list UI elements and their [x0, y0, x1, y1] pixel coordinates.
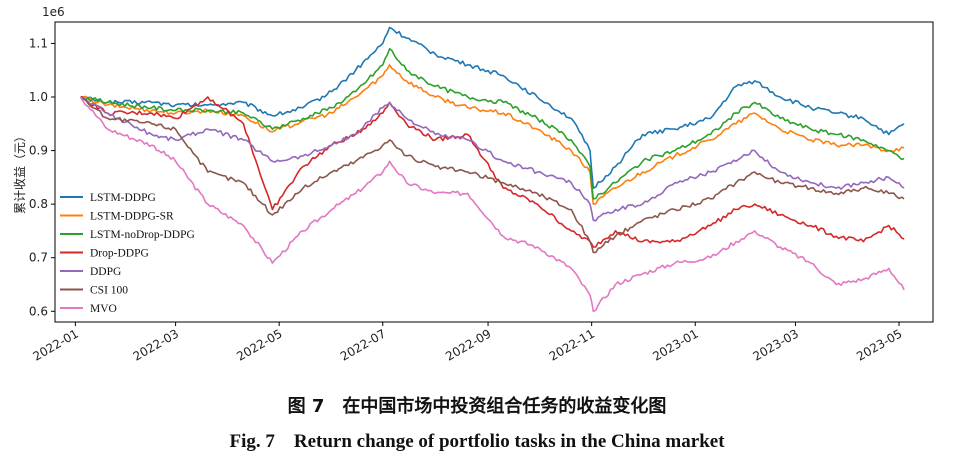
x-tick-label: 2022-07 [338, 326, 388, 363]
x-tick-label: 2022-05 [234, 326, 284, 363]
series-line [79, 96, 905, 254]
x-tick-label: 2022-09 [443, 326, 493, 363]
y-tick-label: 0.7 [29, 251, 48, 265]
axis-layer: 0.6 0.7 0.8 0.9 1.0 1.1 2022-01 2022-03 2022-05 2… [29, 36, 905, 363]
x-tick-label: 2023-05 [854, 326, 904, 363]
legend: LSTM-DDPG LSTM-DDPG-SR LSTM-noDrop-DDPG Dro… [60, 192, 195, 315]
y-axis-label: 累计收益（元） [13, 130, 27, 214]
x-tick-label: 2023-03 [751, 326, 801, 363]
y-tick-label: 0.8 [29, 197, 48, 211]
y-tick-label: 1.1 [29, 36, 48, 50]
y-tick-label: 0.6 [29, 304, 48, 318]
legend-label: DDPG [90, 266, 121, 278]
x-tick-label: 2022-11 [547, 326, 597, 363]
series-line [79, 47, 905, 200]
x-tick-label: 2022-01 [30, 326, 80, 363]
legend-label: LSTM-DDPG-SR [90, 211, 174, 223]
caption-english: Fig. 7 Return change of portfolio tasks … [229, 431, 725, 452]
caption-chinese: 图 7 在中国市场中投资组合任务的收益变化图 [287, 396, 667, 417]
x-tick-label: 2022-03 [131, 326, 181, 363]
series-line [80, 96, 905, 248]
legend-label: MVO [90, 303, 117, 315]
y-offset-label: 1e6 [42, 5, 65, 19]
y-tick-label: 0.9 [29, 144, 48, 158]
legend-label: LSTM-noDrop-DDPG [90, 229, 195, 241]
series-layer [79, 26, 905, 313]
series-line [80, 96, 905, 222]
series-line [79, 96, 905, 313]
legend-label: CSI 100 [90, 285, 128, 297]
x-tick-label: 2023-01 [650, 326, 700, 363]
y-tick-label: 1.0 [29, 90, 48, 104]
plot-frame [54, 21, 934, 323]
legend-label: LSTM-DDPG [90, 192, 156, 204]
legend-label: Drop-DDPG [90, 248, 149, 260]
